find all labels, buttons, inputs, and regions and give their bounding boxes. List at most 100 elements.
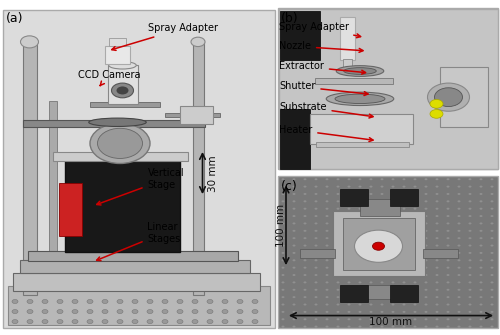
Circle shape — [354, 230, 403, 262]
Circle shape — [458, 281, 460, 283]
Circle shape — [370, 296, 372, 298]
Circle shape — [468, 215, 471, 217]
Circle shape — [414, 259, 416, 261]
Circle shape — [282, 281, 284, 283]
Circle shape — [424, 281, 428, 283]
Bar — [422, 249, 458, 258]
Circle shape — [207, 299, 213, 304]
Circle shape — [42, 310, 48, 314]
Circle shape — [468, 237, 471, 239]
Circle shape — [282, 274, 284, 276]
Circle shape — [402, 304, 406, 306]
Circle shape — [480, 178, 482, 180]
Circle shape — [191, 37, 205, 47]
Circle shape — [348, 259, 350, 261]
Circle shape — [314, 296, 318, 298]
Circle shape — [424, 259, 428, 261]
Bar — [332, 211, 425, 276]
Circle shape — [348, 289, 350, 291]
Circle shape — [348, 311, 350, 313]
Circle shape — [436, 289, 438, 291]
Circle shape — [358, 215, 362, 217]
Circle shape — [414, 200, 416, 202]
Circle shape — [402, 289, 406, 291]
Circle shape — [20, 36, 38, 48]
Circle shape — [314, 274, 318, 276]
Bar — [340, 189, 367, 206]
Circle shape — [336, 274, 340, 276]
Circle shape — [490, 178, 494, 180]
Circle shape — [480, 252, 482, 254]
Circle shape — [468, 311, 471, 313]
Circle shape — [282, 200, 284, 202]
Circle shape — [480, 215, 482, 217]
Bar — [315, 78, 392, 84]
Circle shape — [458, 318, 460, 320]
Circle shape — [370, 230, 372, 232]
Circle shape — [490, 304, 494, 306]
Circle shape — [304, 252, 306, 254]
Circle shape — [282, 296, 284, 298]
Circle shape — [282, 318, 284, 320]
Text: 100 mm: 100 mm — [276, 204, 285, 247]
Circle shape — [314, 208, 318, 210]
Circle shape — [458, 215, 460, 217]
Circle shape — [326, 318, 328, 320]
Circle shape — [446, 193, 450, 195]
Circle shape — [12, 310, 18, 314]
Circle shape — [402, 281, 406, 283]
Circle shape — [292, 274, 296, 276]
Circle shape — [402, 259, 406, 261]
Circle shape — [282, 311, 284, 313]
Circle shape — [490, 281, 494, 283]
Circle shape — [436, 326, 438, 328]
Circle shape — [27, 310, 33, 314]
Circle shape — [336, 259, 340, 261]
Circle shape — [446, 178, 450, 180]
Circle shape — [414, 281, 416, 283]
Circle shape — [370, 311, 372, 313]
Circle shape — [282, 259, 284, 261]
Circle shape — [468, 274, 471, 276]
Circle shape — [446, 259, 450, 261]
Circle shape — [414, 296, 416, 298]
Circle shape — [304, 230, 306, 232]
Circle shape — [490, 230, 494, 232]
Circle shape — [326, 237, 328, 239]
Circle shape — [436, 193, 438, 195]
Circle shape — [292, 259, 296, 261]
Circle shape — [177, 310, 183, 314]
Circle shape — [392, 200, 394, 202]
Bar — [49, 100, 57, 261]
Circle shape — [402, 230, 406, 232]
Circle shape — [87, 310, 93, 314]
Bar — [440, 67, 488, 127]
Text: Shutter: Shutter — [279, 81, 368, 95]
Circle shape — [304, 193, 306, 195]
Circle shape — [458, 200, 460, 202]
Circle shape — [380, 318, 384, 320]
Circle shape — [348, 281, 350, 283]
Ellipse shape — [335, 94, 385, 104]
Circle shape — [326, 193, 328, 195]
Circle shape — [358, 186, 362, 188]
Circle shape — [380, 289, 384, 291]
Bar — [108, 65, 138, 104]
Circle shape — [490, 326, 494, 328]
Circle shape — [336, 245, 340, 247]
Circle shape — [117, 310, 123, 314]
Circle shape — [414, 193, 416, 195]
Circle shape — [414, 208, 416, 210]
Circle shape — [252, 299, 258, 304]
Circle shape — [424, 178, 428, 180]
Circle shape — [348, 304, 350, 306]
Circle shape — [380, 326, 384, 328]
Circle shape — [314, 326, 318, 328]
Circle shape — [402, 237, 406, 239]
Circle shape — [490, 245, 494, 247]
Bar — [390, 189, 417, 206]
Circle shape — [392, 178, 394, 180]
Circle shape — [292, 245, 296, 247]
Circle shape — [326, 178, 328, 180]
Circle shape — [292, 215, 296, 217]
